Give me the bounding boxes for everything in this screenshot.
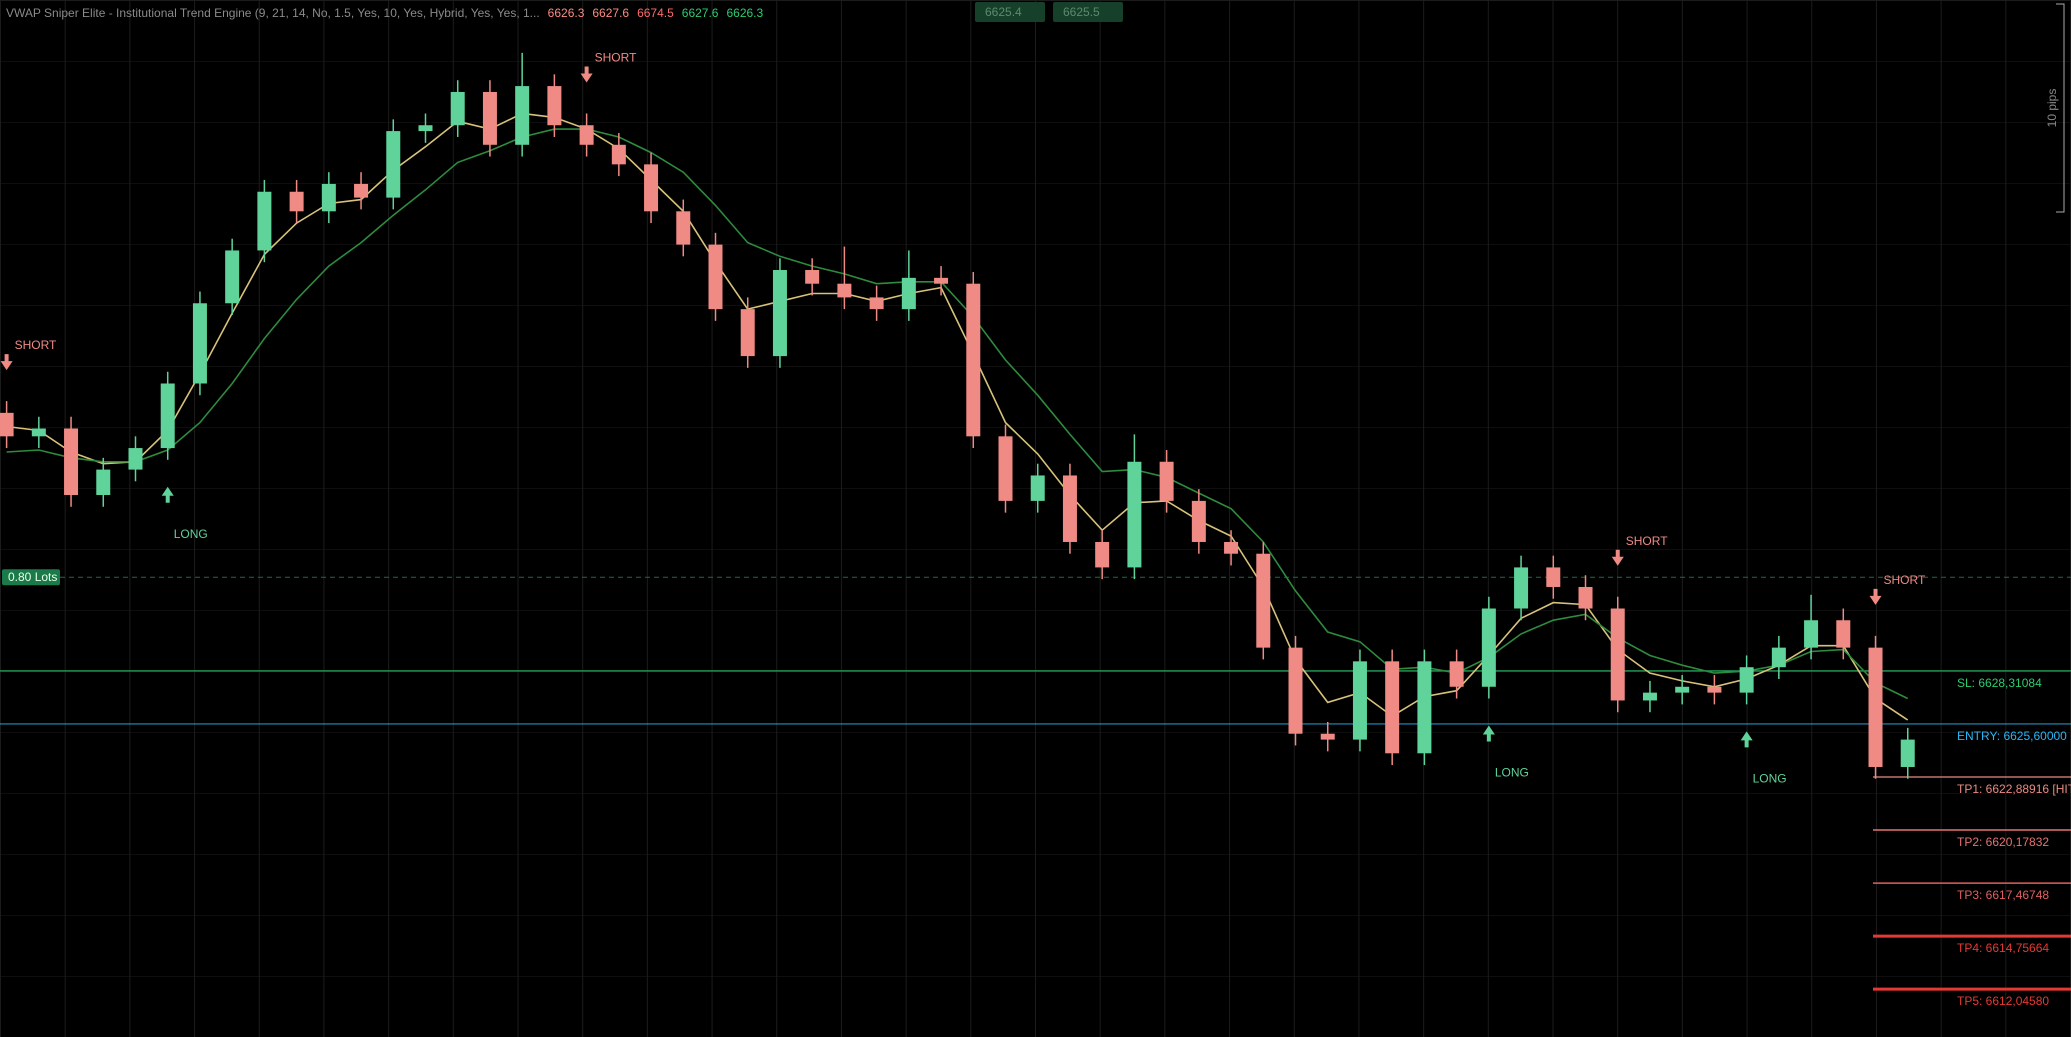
- candle-body: [515, 86, 530, 145]
- candle-body: [740, 309, 755, 357]
- candle-body: [450, 91, 465, 126]
- candle-body: [1642, 692, 1657, 701]
- candle-body: [1449, 661, 1464, 687]
- signal-label: SHORT: [1884, 573, 1926, 587]
- candle-body: [386, 131, 401, 198]
- header-value: 6626.3: [726, 6, 764, 20]
- candle-body: [676, 211, 691, 245]
- candle-body: [128, 448, 143, 470]
- candle-body: [998, 436, 1013, 501]
- candle-body: [966, 283, 981, 437]
- candle-body: [934, 277, 949, 284]
- candle-body: [1352, 661, 1367, 740]
- signal-arrow: [1611, 549, 1624, 566]
- candle-body: [96, 469, 111, 496]
- candle-body: [225, 250, 240, 304]
- candle-body: [1481, 608, 1496, 687]
- candle-body: [644, 164, 659, 212]
- candle-body: [31, 428, 46, 437]
- pip-scale: [2056, 3, 2065, 213]
- price-button[interactable]: 6625.4: [975, 2, 1045, 22]
- trend-line: [6, 128, 1909, 700]
- signal-label: SHORT: [15, 338, 57, 352]
- candle-body: [1707, 686, 1722, 693]
- candle-body: [1836, 620, 1851, 648]
- signal-arrow: [0, 354, 13, 371]
- signal-label: SHORT: [595, 50, 637, 64]
- candle-body: [1320, 733, 1335, 740]
- pip-scale-label: 10 pips: [2045, 89, 2059, 128]
- header-value: 6627.6: [681, 6, 719, 20]
- candle-body: [869, 297, 884, 310]
- header-value: 6627.6: [592, 6, 630, 20]
- candle-body: [64, 428, 79, 496]
- candle-body: [1417, 661, 1432, 754]
- candle-body: [1159, 461, 1174, 501]
- candle-body: [289, 191, 304, 212]
- toolbar: 6625.4 6625.5: [975, 2, 1123, 22]
- candle-body: [1739, 667, 1754, 693]
- signal-arrow: [161, 486, 174, 503]
- candle-body: [1804, 620, 1819, 648]
- lots-badge: [2, 569, 60, 586]
- candle-body: [708, 244, 723, 310]
- candle-body: [1191, 500, 1206, 542]
- candle-body: [1288, 647, 1303, 734]
- signal-label: LONG: [1495, 766, 1529, 780]
- candle-body: [1610, 608, 1625, 701]
- candle-body: [1224, 541, 1239, 554]
- candle-body: [1127, 461, 1142, 568]
- candle-body: [805, 270, 820, 284]
- level-label: TP1: 6622,88916 [HIT]: [1957, 782, 2071, 796]
- candle-body: [772, 270, 787, 357]
- candle-body: [192, 303, 207, 384]
- price-button[interactable]: 6625.5: [1053, 2, 1123, 22]
- candle-body: [257, 191, 272, 251]
- candle-body: [354, 183, 369, 198]
- candle-body: [837, 283, 852, 298]
- candle-body: [0, 412, 14, 437]
- signal-label: LONG: [1753, 771, 1787, 785]
- indicator-title: VWAP Sniper Elite - Institutional Trend …: [6, 6, 540, 20]
- candle-body: [1062, 475, 1077, 542]
- candle-body: [1546, 567, 1561, 587]
- candle-body: [1771, 647, 1786, 668]
- header: VWAP Sniper Elite - Institutional Trend …: [6, 6, 763, 20]
- candle-body: [1675, 686, 1690, 693]
- candle-body: [901, 277, 916, 310]
- level-label: TP3: 6617,46748: [1957, 888, 2049, 902]
- candle-body: [547, 86, 562, 126]
- lots-label: 0.80 Lots: [8, 570, 57, 584]
- signal-arrow: [580, 66, 593, 83]
- candle-body: [611, 144, 626, 165]
- header-value: 6674.5: [637, 6, 674, 20]
- signal-label: SHORT: [1626, 534, 1668, 548]
- signal-arrow: [1740, 731, 1753, 748]
- candle-body: [1900, 739, 1915, 767]
- level-label: SL: 6628,31084: [1957, 676, 2042, 690]
- candle-body: [579, 125, 594, 145]
- candle-body: [482, 91, 497, 145]
- level-label: TP4: 6614,75664: [1957, 941, 2049, 955]
- candle-body: [1256, 553, 1271, 648]
- signal-arrow: [1869, 588, 1882, 605]
- candle-body: [1030, 475, 1045, 501]
- level-label: TP5: 6612,04580: [1957, 994, 2049, 1008]
- candle-body: [160, 383, 175, 449]
- candle-body: [418, 125, 433, 132]
- signal-arrow: [1482, 725, 1495, 742]
- signal-label: LONG: [174, 527, 208, 541]
- level-label: TP2: 6620,17832: [1957, 835, 2049, 849]
- header-value: 6626.3: [547, 6, 585, 20]
- candle-body: [1868, 647, 1883, 767]
- candle-body: [1095, 541, 1110, 568]
- candle-body: [321, 183, 336, 212]
- candle-body: [1578, 586, 1593, 609]
- candle-body: [1385, 661, 1400, 754]
- candle-body: [1514, 567, 1529, 609]
- level-label: ENTRY: 6625,60000: [1957, 729, 2067, 743]
